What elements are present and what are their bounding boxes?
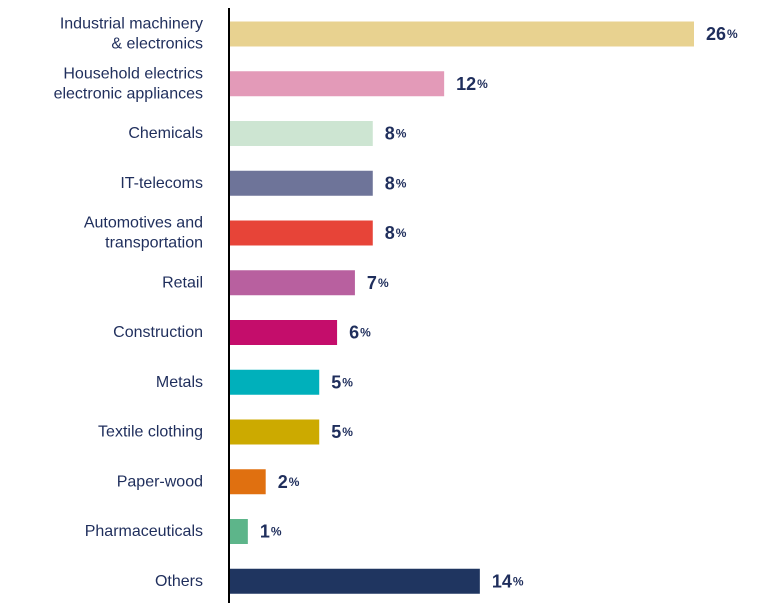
bar: [230, 320, 338, 345]
value-label: 8%: [385, 223, 407, 243]
bar: [230, 121, 373, 146]
category-labels-group: Industrial machinery & electronics Househo…: [54, 16, 203, 590]
bars-group: [230, 21, 694, 594]
value-label: 5%: [331, 372, 353, 392]
category-label: & electronics: [111, 36, 203, 53]
bar: [230, 170, 373, 196]
category-label: Chemicals: [128, 125, 203, 142]
category-label: Textile clothing: [98, 424, 203, 441]
value-label: 5%: [331, 422, 353, 442]
category-label: Paper-wood: [117, 473, 203, 490]
bar: [230, 21, 694, 47]
category-label: Retail: [162, 274, 203, 291]
value-label: 8%: [385, 124, 407, 144]
value-label: 6%: [349, 323, 371, 343]
bar: [230, 71, 445, 97]
category-label: transportation: [105, 235, 203, 252]
value-label: 12%: [456, 74, 488, 94]
bar: [230, 568, 480, 594]
value-label: 7%: [367, 273, 389, 293]
bar: [230, 519, 248, 544]
category-label: Pharmaceuticals: [85, 523, 203, 540]
category-label: Construction: [113, 324, 203, 341]
category-label: Automotives and: [84, 215, 203, 232]
value-label: 1%: [260, 522, 282, 542]
category-label: Industrial machinery: [60, 16, 203, 33]
category-label: Household electrics: [63, 65, 203, 82]
bar: [230, 270, 355, 296]
bar: [230, 419, 320, 445]
value-label: 8%: [385, 173, 407, 193]
value-label: 2%: [278, 472, 300, 492]
bar: [230, 469, 266, 495]
category-label: IT-telecoms: [120, 175, 203, 192]
category-label: electronic appliances: [54, 85, 203, 102]
category-label: Metals: [156, 374, 203, 391]
value-label: 26%: [706, 24, 738, 44]
category-label: Others: [155, 573, 203, 590]
bar: [230, 220, 373, 246]
bar: [230, 369, 320, 395]
value-labels-group: 26% 12% 8% 8% 8% 7% 6% 5% 5% 2% 1% 14%: [260, 24, 738, 591]
value-label: 14%: [492, 571, 524, 591]
